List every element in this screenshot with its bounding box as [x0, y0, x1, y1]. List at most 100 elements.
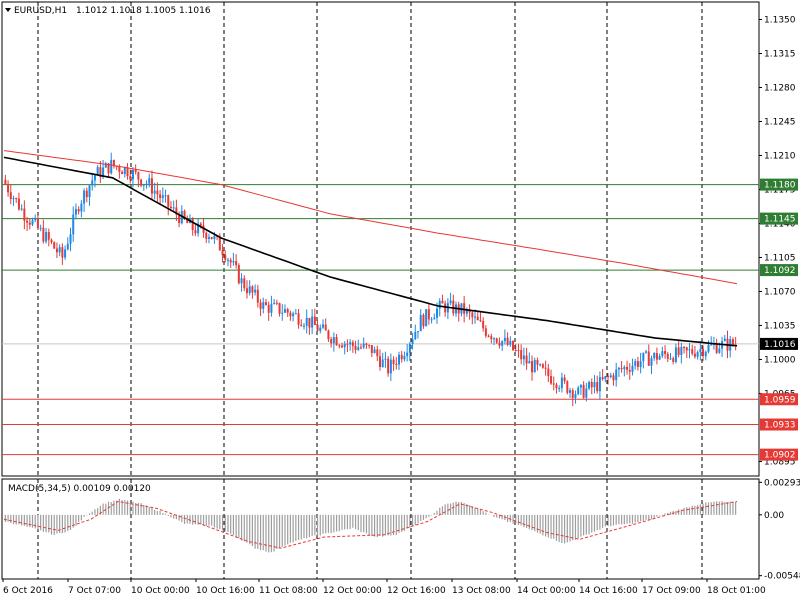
candle-body — [707, 344, 710, 352]
macd-label: MACD(5,34,5) 0.00109 0.00120 — [8, 484, 151, 494]
time-tick-label: 18 Oct 01:00 — [707, 586, 766, 596]
candle-body — [319, 327, 322, 331]
candle-body — [645, 351, 648, 353]
time-tick-label: 14 Oct 16:00 — [579, 586, 638, 596]
candle-body — [626, 366, 629, 370]
candle-body — [712, 344, 715, 346]
level-price-label: 1.0959 — [764, 395, 796, 405]
candle-body — [289, 312, 292, 317]
candle-body — [593, 382, 596, 388]
candle-body — [555, 384, 558, 389]
candle-body — [563, 377, 566, 382]
time-tick-label: 13 Oct 08:00 — [452, 586, 511, 596]
candle-body — [330, 339, 333, 344]
candle-body — [381, 359, 384, 367]
chevron-down-icon[interactable] — [5, 8, 11, 12]
candle-body — [362, 343, 365, 348]
candle-body — [642, 352, 645, 362]
current-price-label: 1.1016 — [764, 340, 796, 350]
candle-body — [661, 351, 664, 356]
candle-body — [150, 178, 153, 194]
candle-body — [674, 347, 677, 362]
candle-body — [653, 353, 656, 359]
price-tick-label: 1.1000 — [764, 355, 796, 365]
candle-body — [664, 351, 667, 354]
candle-body — [7, 184, 10, 193]
candle-body — [699, 348, 702, 353]
candle-body — [417, 331, 420, 333]
candle-body — [281, 312, 284, 314]
candle-body — [294, 313, 297, 315]
candle-body — [85, 190, 88, 198]
candle-body — [77, 209, 80, 212]
candle-body — [658, 355, 661, 360]
level-price-tag — [760, 418, 798, 431]
candle-body — [558, 388, 561, 390]
candle-body — [710, 344, 713, 346]
candle-body — [15, 198, 18, 200]
candle-body — [596, 382, 599, 392]
candle-body — [479, 320, 482, 322]
candle-body — [118, 166, 121, 172]
candle-body — [512, 340, 515, 350]
candle-body — [414, 331, 417, 340]
candle-body — [373, 349, 376, 354]
candle-body — [408, 343, 411, 353]
candle-body — [607, 376, 610, 378]
candle-body — [444, 303, 447, 313]
candle-body — [39, 227, 42, 229]
candle-body — [50, 239, 53, 243]
candle-body — [191, 218, 194, 231]
candle-body — [683, 346, 686, 348]
candle-body — [370, 345, 373, 354]
candle-body — [93, 175, 96, 181]
candle-body — [115, 166, 118, 168]
candle-body — [199, 223, 202, 226]
candle-body — [669, 358, 672, 360]
candle-body — [623, 366, 626, 370]
candle-body — [604, 376, 607, 380]
candle-body — [172, 207, 175, 209]
candle-body — [406, 352, 409, 357]
candle-body — [403, 356, 406, 360]
candle-body — [240, 278, 243, 284]
candle-body — [221, 250, 224, 256]
candle-body — [452, 300, 455, 314]
candle-body — [142, 184, 145, 186]
candle-body — [316, 324, 319, 331]
candle-body — [262, 302, 265, 309]
candle-body — [612, 375, 615, 381]
candle-body — [617, 368, 620, 370]
price-tick-label: 1.1035 — [764, 321, 796, 331]
candle-body — [598, 377, 601, 392]
candle-body — [248, 286, 251, 294]
candle-body — [693, 353, 696, 357]
candle-body — [169, 206, 172, 209]
time-tick-label: 10 Oct 16:00 — [196, 586, 255, 596]
time-grid — [37, 2, 703, 579]
candle-body — [493, 338, 496, 340]
candle-body — [672, 358, 675, 362]
candle-body — [17, 198, 20, 210]
candle-body — [536, 360, 539, 365]
candle-body — [647, 351, 650, 366]
candle-body — [205, 232, 208, 239]
level-price-label: 1.1180 — [764, 181, 796, 191]
candle-body — [702, 348, 705, 357]
candle-body — [666, 353, 669, 359]
candle-body — [498, 342, 501, 346]
candle-body — [178, 214, 181, 224]
candle-body — [327, 330, 330, 340]
candle-body — [368, 344, 371, 346]
candle-body — [324, 324, 327, 331]
level-price-tag — [760, 448, 798, 461]
candle-body — [53, 242, 56, 249]
candle-body — [522, 355, 525, 360]
candle-body — [389, 359, 392, 374]
candle-body — [243, 278, 246, 289]
candle-body — [398, 354, 401, 365]
candle-body — [474, 316, 477, 318]
candle-body — [696, 352, 699, 357]
candle-body — [47, 232, 50, 240]
candle-body — [577, 387, 580, 395]
